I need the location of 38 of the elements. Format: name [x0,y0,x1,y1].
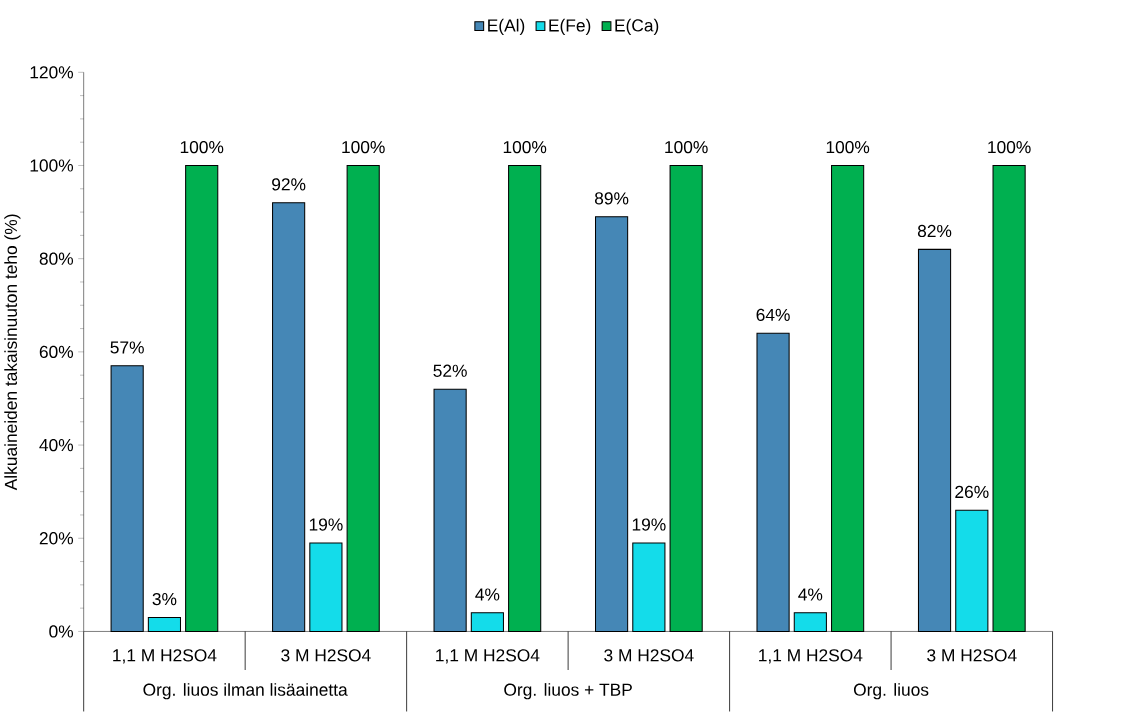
x-tick-label: 3 M H2SO4 [927,649,1017,662]
x-tick-label: 3 M H2SO4 [281,649,371,662]
y-tick-label: 0% [49,625,74,638]
data-label: 100% [826,141,870,154]
data-label: 100% [665,141,708,154]
x-tick-label: 3 M H2SO4 [604,649,694,662]
data-label: 100% [503,141,547,154]
data-label: 52% [433,364,467,377]
data-label: 4% [475,588,500,601]
y-tick-label: 60% [39,345,74,359]
data-label: 100% [988,141,1031,154]
x-tick-label: 1,1 M H2SO4 [759,649,863,664]
text: Org. liuos [853,683,929,700]
data-label: 4% [798,588,823,601]
legend-label: E(Fe) [549,18,591,36]
data-label: 89% [594,192,629,205]
y-tick-label: 120% [30,66,74,79]
data-label: 19% [309,518,343,531]
y-tick-label: 20% [39,532,74,545]
data-label: 100% [180,141,224,154]
x-tick-label: 1,1 M H2SO4 [113,649,217,664]
data-label: 64% [756,308,790,322]
text: Org. liuos ilman lisäainetta [143,683,348,700]
legend-label: E(Ca) [615,18,659,36]
y-tick-label: 100% [30,159,74,172]
data-label: 82% [917,224,952,238]
data-label: 19% [632,518,666,531]
y-axis-title: Alkuaineiden takaisinuuton teho (%) [4,214,21,491]
x-tick-label: 1,1 M H2SO4 [436,649,540,664]
data-label: 26% [955,485,989,499]
legend-label: E(Al) [488,18,525,36]
data-label: 57% [110,341,144,354]
data-label: 3% [152,592,177,606]
y-tick-label: 40% [39,438,74,452]
text: Org. liuos + TBP [504,683,632,700]
data-label: 100% [342,141,385,154]
data-label: 92% [272,178,306,191]
y-tick-label: 80% [39,252,74,265]
